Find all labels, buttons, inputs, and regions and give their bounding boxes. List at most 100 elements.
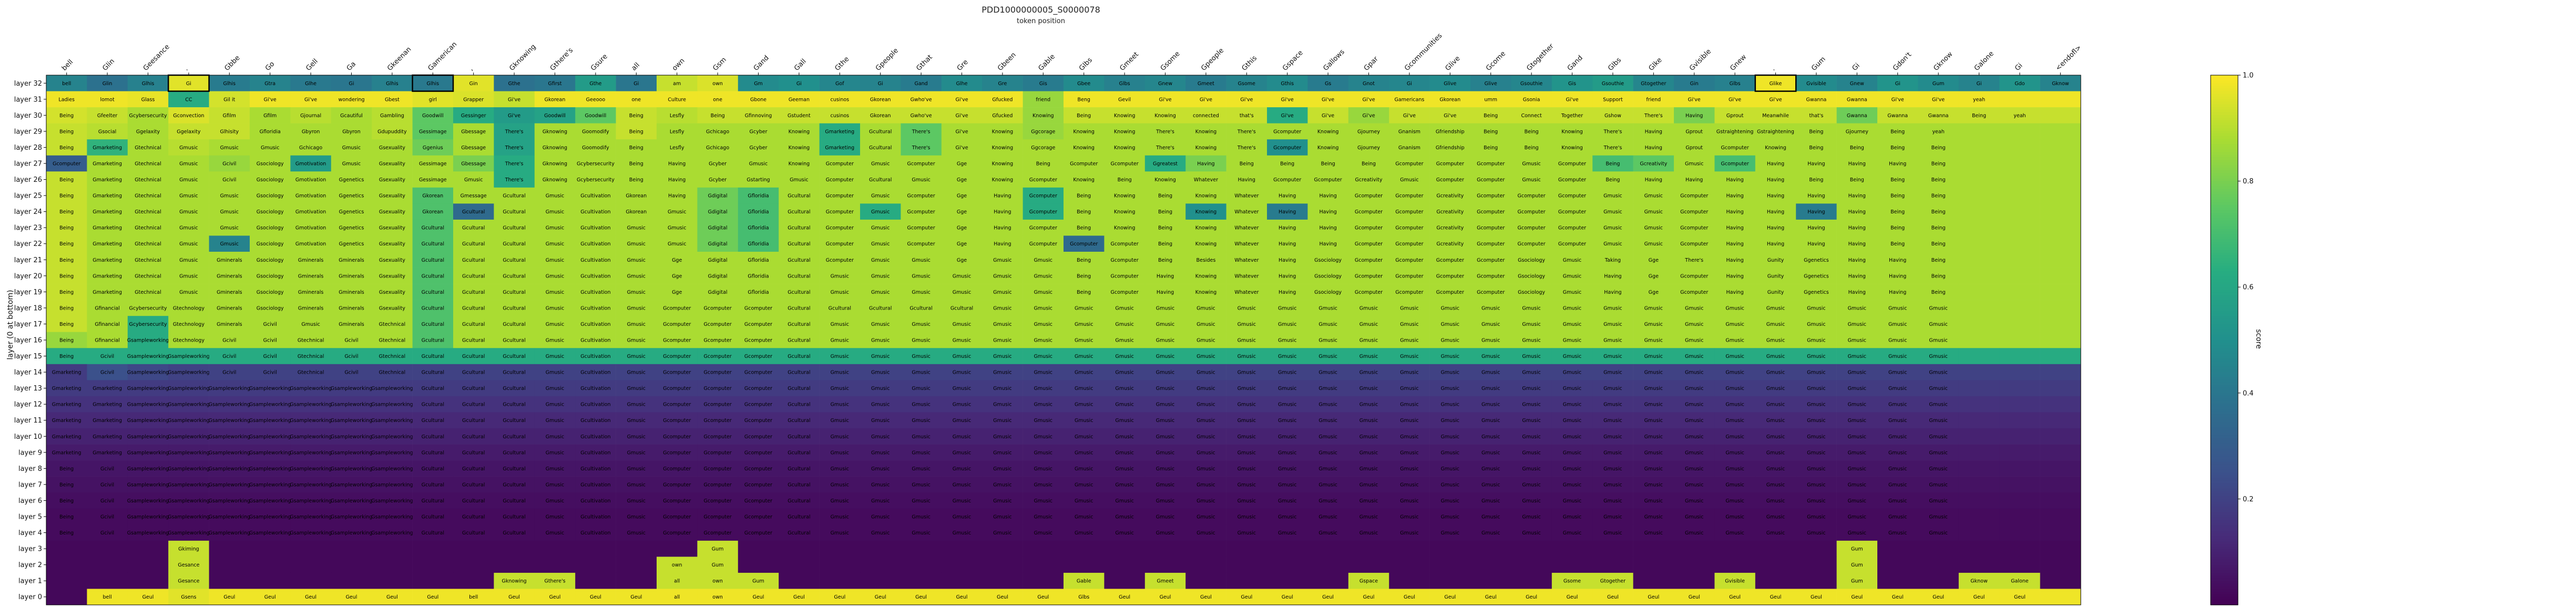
cell-label: Gmusic [627,273,646,279]
heatmap-cell [2040,91,2081,108]
heatmap-cell [1307,139,1349,156]
cell-label: Gmusic [1929,498,1947,504]
cell-label: Gmusic [1807,418,1825,424]
heatmap-cell [1307,557,1349,573]
heatmap-cell [1307,107,1349,124]
heatmap-cell [1511,476,1552,493]
colorbar-segment [2211,451,2238,455]
cell-label: Gmusic [1563,418,1581,424]
cell-label: Gge [957,241,967,247]
cell-label: Gi [1976,81,1981,87]
colorbar-segment [2211,478,2238,481]
heatmap-cell [534,300,576,316]
heatmap-cell [616,508,657,525]
heatmap-cell [1551,412,1593,429]
cell-label: Gmusic [953,338,971,344]
cell-label: Gcomputer [1070,161,1098,167]
cell-label: Glass [141,97,155,102]
heatmap-cell [1144,572,1186,589]
cell-label: Gmusic [871,450,890,456]
colorbar-segment [2211,208,2238,211]
heatmap-cell [494,187,535,204]
colorbar-segment [2211,218,2238,221]
heatmap-cell [657,284,698,300]
heatmap-cell [1633,155,1674,172]
cell-label: Gmusic [912,354,930,359]
cell-label: Having [1807,193,1825,199]
y-tick-label: layer 26 [14,176,42,184]
colorbar-segment [2211,324,2238,327]
heatmap-cell [168,396,209,413]
heatmap-cell [1958,139,2000,156]
heatmap-cell [1226,572,1267,589]
colorbar-segment [2211,398,2238,402]
y-tick-label: layer 21 [14,256,42,264]
cell-label: Gcomputer [1477,193,1505,199]
heatmap-cell [616,187,657,204]
heatmap-cell [1104,300,1146,316]
heatmap-cell [1674,107,1715,124]
heatmap-cell [1104,412,1146,429]
heatmap-cell [901,396,942,413]
heatmap-cell [657,139,698,156]
cell-label: Gmusic [1400,482,1418,488]
cell-label: Gi've [1729,97,1741,102]
heatmap-cell [412,91,454,108]
heatmap-cell [412,252,454,268]
heatmap-cell [290,155,332,172]
heatmap-cell [290,75,332,91]
heatmap-cell [1023,284,1064,300]
heatmap-cell [1796,492,1837,509]
heatmap-cell [575,572,616,589]
cell-label: Having [1726,258,1743,263]
cell-label: Gcultivation [580,402,610,408]
heatmap-cell [412,187,454,204]
heatmap-cell [87,316,128,333]
heatmap-cell [1267,75,1308,91]
cell-label: Gmusic [1888,354,1907,359]
cell-label: Gmusic [1400,402,1418,408]
heatmap-cell [1674,187,1715,204]
heatmap-cell [412,380,454,397]
cell-label: Gcomputer [1029,209,1057,215]
cell-label: Gsampleworking [371,515,413,520]
heatmap-cell [290,380,332,397]
heatmap-cell [1267,139,1308,156]
heatmap-cell [616,252,657,268]
heatmap-cell [1755,380,1796,397]
cell-label: Ggenetics [339,177,364,183]
cell-label: Gm [754,81,763,87]
cell-label: Geul [630,594,642,600]
heatmap-cell [860,396,901,413]
heatmap-cell [1429,396,1471,413]
cell-label: Gcultural [503,354,525,359]
cell-label: Gsociology [257,161,284,167]
heatmap-cell [1796,235,1837,252]
cell-label: Being [1158,209,1172,215]
cell-label: Gmusic [1481,515,1500,520]
cell-label: Gmusic [912,273,930,279]
colorbar-segment [2211,456,2238,460]
heatmap-cell [738,155,779,172]
heatmap-cell [819,107,861,124]
heatmap-cell [1836,380,1878,397]
heatmap-cell [819,460,861,477]
cell-label: Gmusic [1238,322,1256,327]
heatmap-cell [1429,557,1471,573]
heatmap-cell [941,557,983,573]
cell-label: Gcomputer [1070,241,1098,247]
cell-label: Gcultural [422,354,444,359]
colorbar-segment [2211,284,2238,287]
heatmap-cell [1674,396,1715,413]
cell-label: Gsampleworking [290,386,332,392]
heatmap-cell [982,557,1023,573]
x-axis-label: token position [1017,17,1065,25]
cell-label: Being [1972,113,1986,119]
heatmap-cell [1429,316,1471,333]
heatmap-cell [1633,460,1674,477]
heatmap-cell [1185,284,1226,300]
heatmap-cell [1674,444,1715,461]
cell-label: Gmusic [1766,370,1785,376]
heatmap-cell [1104,284,1146,300]
heatmap-cell [779,203,820,220]
